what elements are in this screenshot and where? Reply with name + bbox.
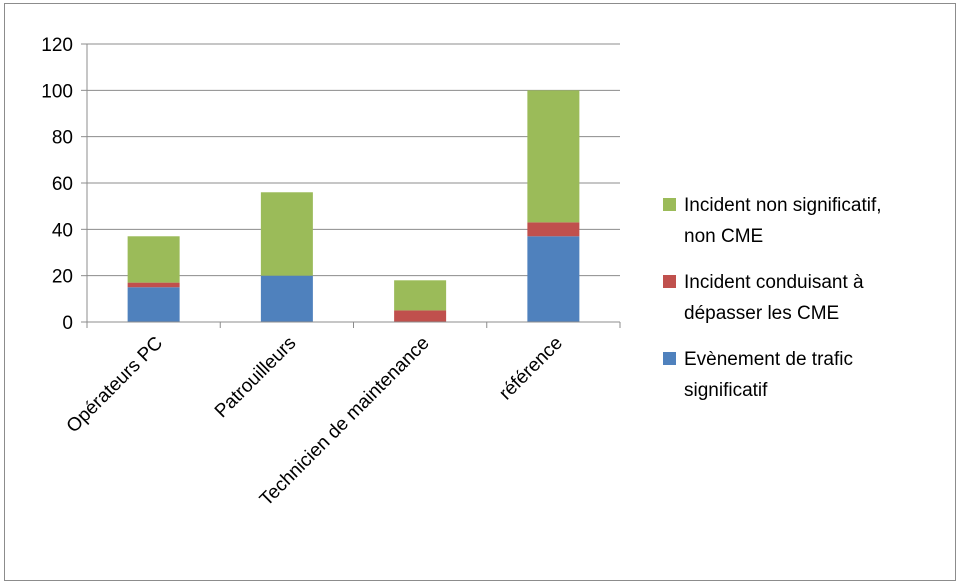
bar-segment — [260, 275, 313, 322]
axes — [81, 43, 621, 328]
bar-segment — [394, 310, 447, 322]
legend-swatch — [663, 352, 676, 365]
legend-label: significatif — [684, 380, 768, 401]
y-tick-label: 40 — [52, 220, 73, 241]
legend-label: Incident conduisant à — [684, 272, 864, 293]
bar-segment — [127, 287, 180, 322]
bar-segment — [394, 280, 447, 311]
x-tick-label: Patrouilleurs — [211, 333, 301, 423]
y-tick-label: 0 — [62, 313, 73, 334]
x-tick-label: Opérateurs PC — [63, 333, 167, 437]
x-tick-label: référence — [495, 333, 567, 405]
bar-segment — [127, 282, 180, 288]
y-tick-label: 20 — [52, 267, 73, 288]
y-tick-label: 120 — [41, 35, 73, 56]
legend-label: Evènement de trafic — [684, 349, 853, 370]
legend-label: non CME — [684, 226, 763, 247]
bar-segment — [527, 236, 580, 322]
legend-swatch — [663, 198, 676, 211]
y-tick-label: 80 — [52, 128, 73, 149]
bar-segment — [260, 192, 313, 276]
legend-label: Incident non significatif, — [684, 195, 882, 216]
bar-segment — [527, 90, 580, 223]
bar-segment — [127, 236, 180, 283]
bar-segment — [527, 222, 580, 237]
y-tick-label: 100 — [41, 81, 73, 102]
legend-label: dépasser les CME — [684, 303, 839, 324]
legend-swatch — [663, 275, 676, 288]
legend: Incident non significatif, non CME Inciden… — [663, 195, 882, 401]
y-tick-labels: 0 20 40 60 80 100 120 — [41, 35, 73, 334]
y-tick-label: 60 — [52, 174, 73, 195]
bars — [127, 90, 580, 322]
